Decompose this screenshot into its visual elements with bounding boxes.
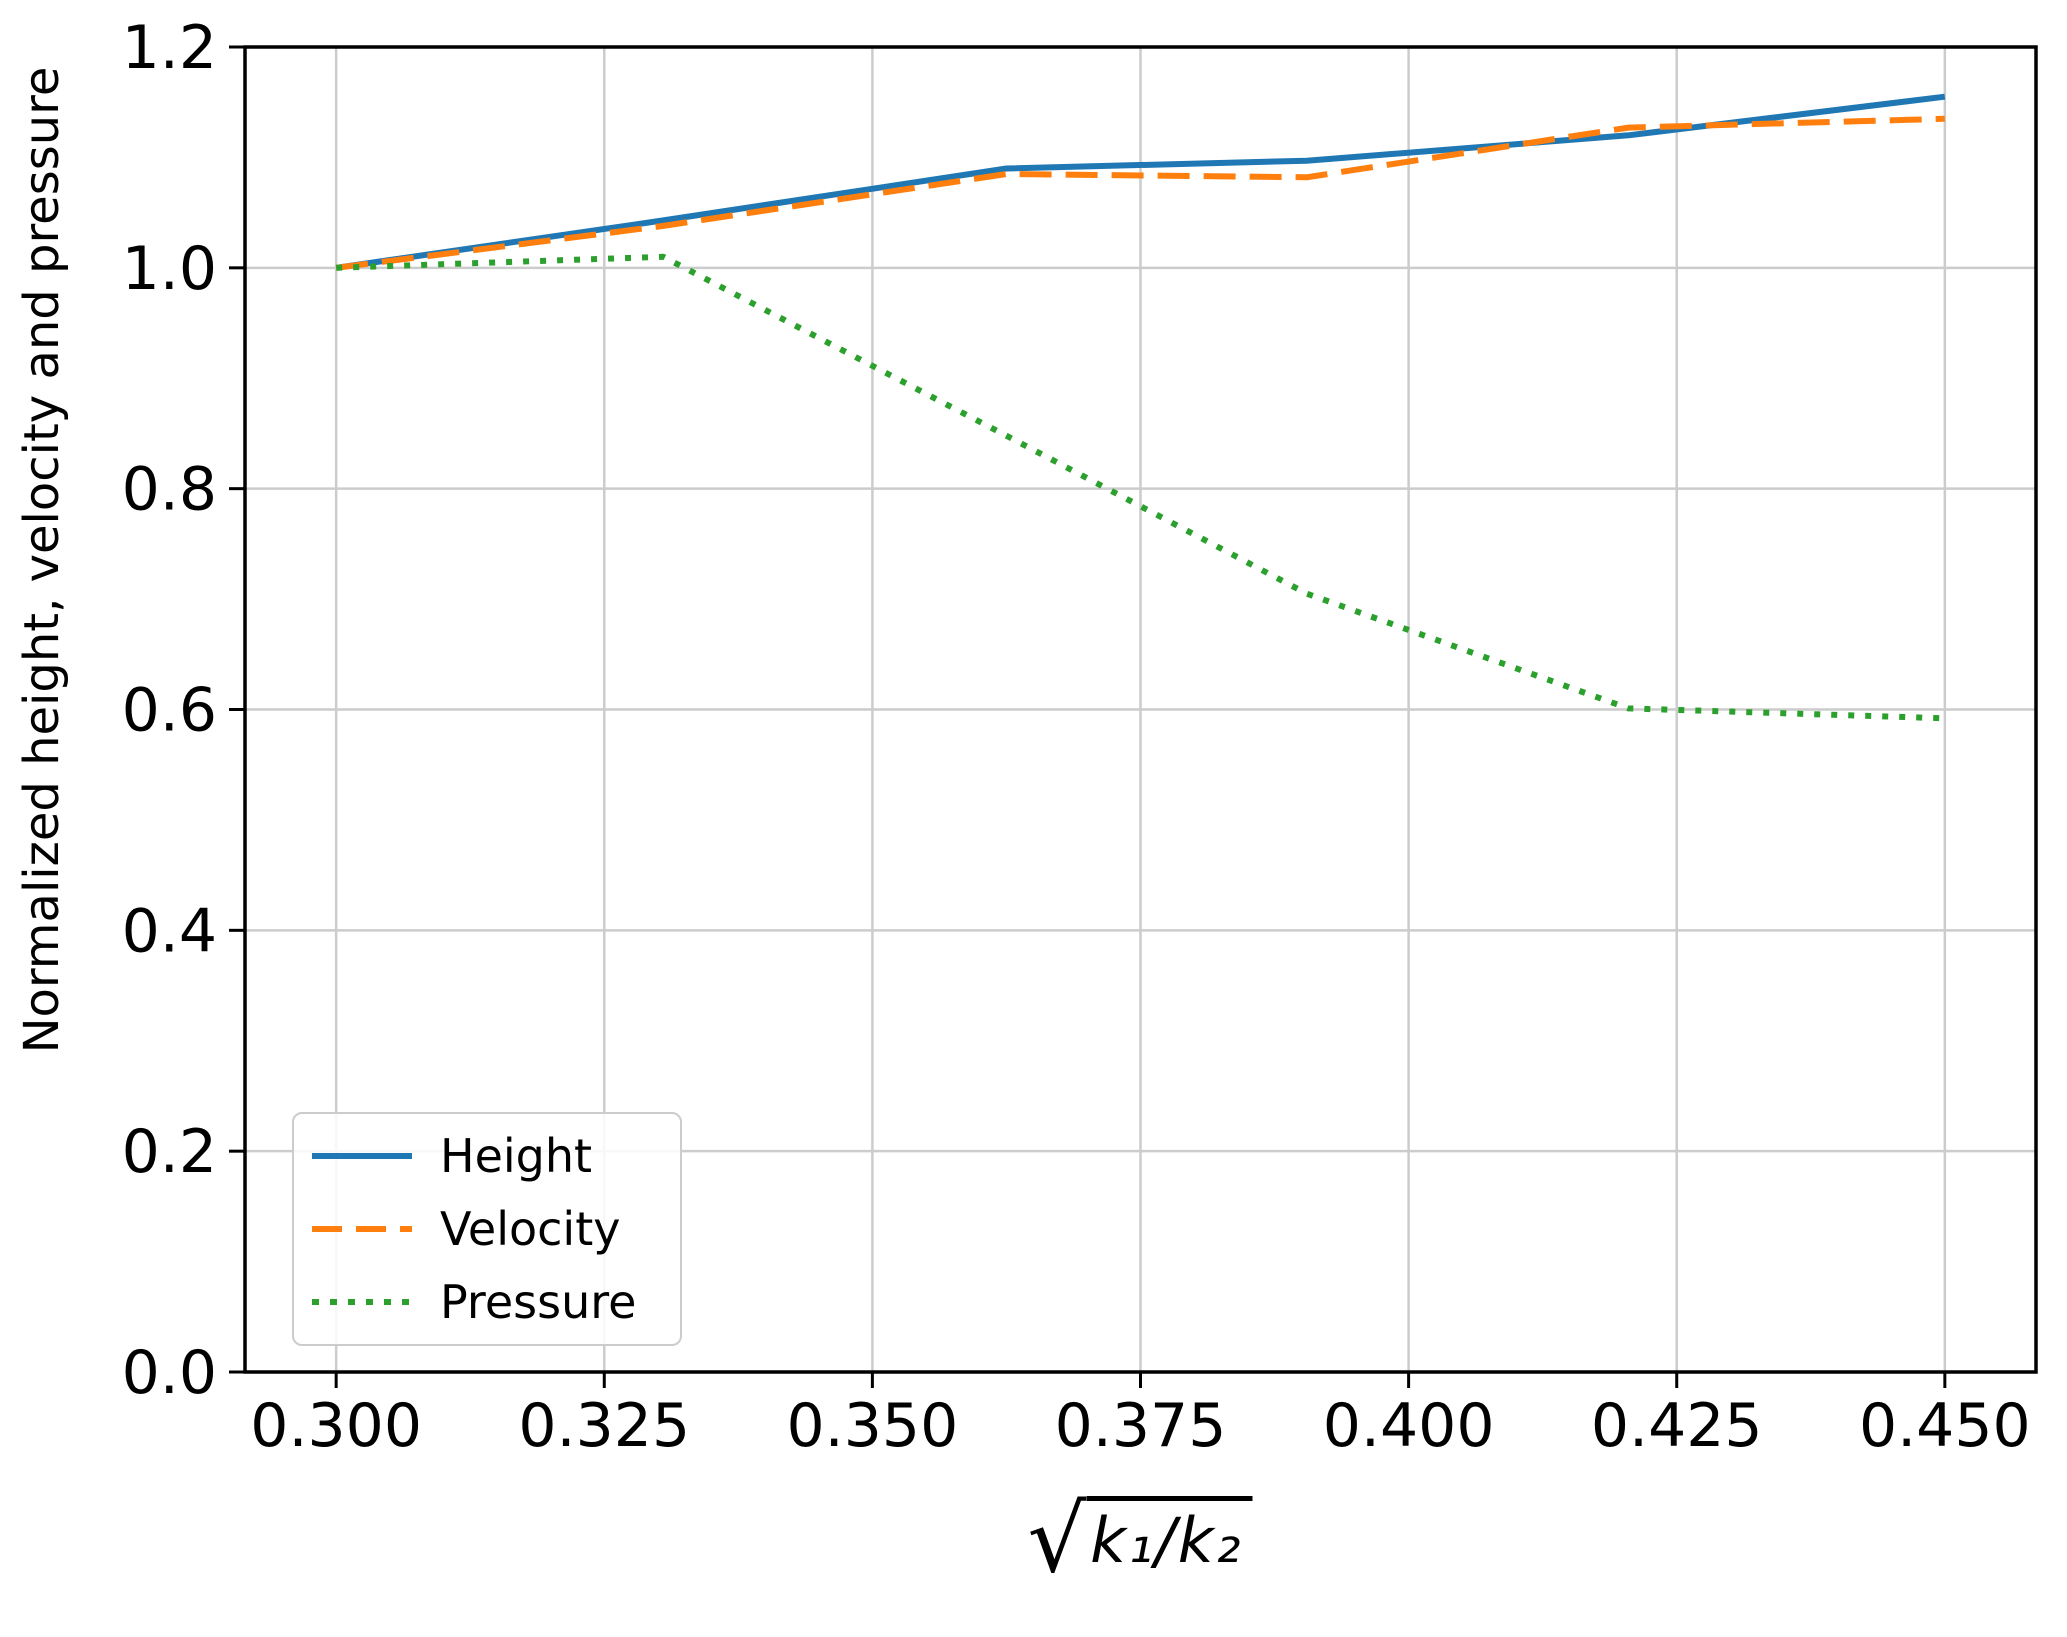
legend-entry-velocity: Velocity (312, 1206, 662, 1252)
legend-label-pressure: Pressure (440, 1274, 637, 1329)
legend: Height Velocity Pressure (292, 1112, 682, 1346)
legend-label-height: Height (440, 1129, 593, 1184)
legend-entry-pressure: Pressure (312, 1279, 662, 1325)
legend-line-sample-height (312, 1153, 412, 1160)
legend-entry-height: Height (312, 1133, 662, 1179)
series-line-pressure (336, 253, 1945, 722)
x-tick-label: 0.425 (1591, 1391, 1763, 1461)
x-tick-label: 0.400 (1323, 1391, 1495, 1461)
y-tick-label: 0.6 (122, 676, 217, 746)
plot-frame (243, 45, 2038, 1374)
x-tick-label: 0.300 (250, 1391, 422, 1461)
y-axis-label: Normalized height, velocity and pressure (14, 66, 70, 1054)
legend-line-sample-pressure (312, 1298, 412, 1305)
legend-line-sample-velocity (312, 1225, 412, 1232)
x-axis-label: √ k₁/k₂ (1027, 1486, 1253, 1593)
legend-label-velocity: Velocity (440, 1201, 621, 1256)
x-tick-label: 0.375 (1055, 1391, 1227, 1461)
y-tick-label: 0.0 (122, 1338, 217, 1408)
x-tick-label: 0.450 (1859, 1391, 2031, 1461)
y-tick-label: 0.8 (122, 455, 217, 525)
y-tick-label: 1.2 (122, 13, 217, 83)
x-tick-label: 0.350 (786, 1391, 958, 1461)
radical-sign: √ (1027, 1486, 1087, 1593)
x-tick-label: 0.325 (518, 1391, 690, 1461)
y-tick-label: 0.4 (122, 896, 217, 966)
y-tick-label: 0.2 (122, 1117, 217, 1187)
series-line-velocity (335, 115, 1945, 271)
y-tick-label: 1.0 (122, 234, 217, 304)
radicand: k₁/k₂ (1086, 1496, 1253, 1576)
